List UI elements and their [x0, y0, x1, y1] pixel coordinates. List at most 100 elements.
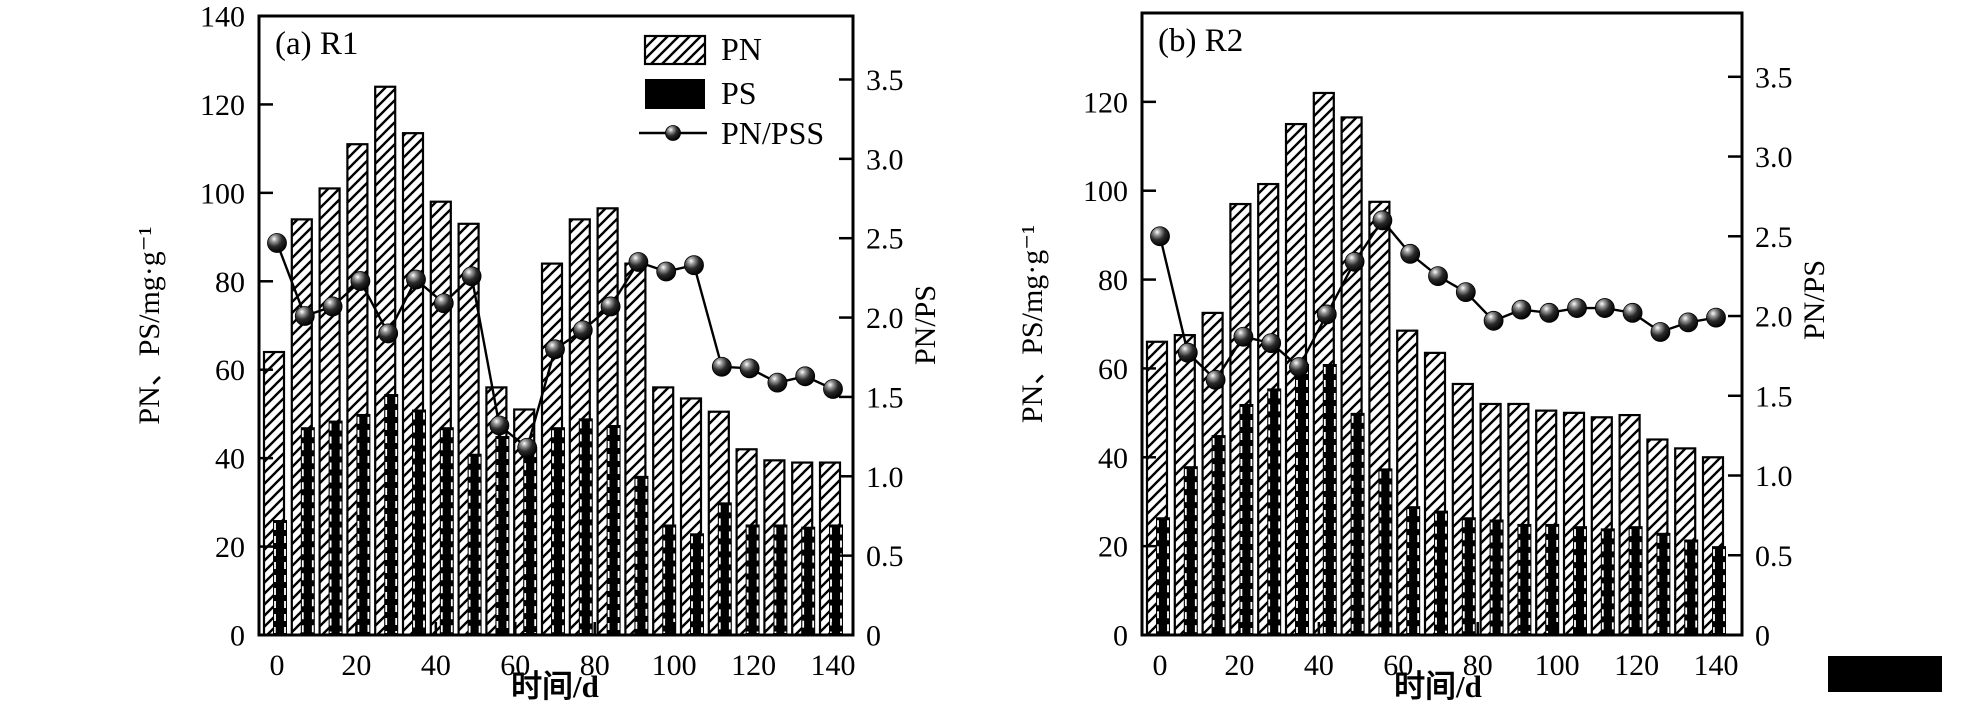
- black-redaction-block: [1828, 656, 1942, 692]
- pnps-marker: [711, 356, 732, 377]
- bars-group: [1145, 91, 1726, 637]
- y-axis-label-left: PN、PS/mg·g⁻¹: [133, 226, 166, 424]
- ps-bar: [356, 413, 371, 635]
- pnps-marker: [767, 372, 788, 393]
- ps-bar: [1239, 403, 1254, 635]
- ps-bar: [1489, 519, 1504, 635]
- ps-bar: [328, 420, 343, 635]
- right-axis: 0 0.5 1.0 1.5 2.0 2.5 3.0 3.5: [1728, 61, 1793, 653]
- pnps-marker: [433, 293, 454, 314]
- ps-bar: [467, 453, 482, 635]
- pnps-marker: [823, 379, 843, 399]
- ps-bar: [773, 524, 788, 635]
- ps-bar: [1378, 468, 1393, 635]
- pnps-marker: [1567, 298, 1587, 318]
- left-tick-label: 80: [1098, 264, 1128, 297]
- right-tick-label: 1.0: [866, 461, 904, 494]
- pnps-marker: [1455, 282, 1476, 303]
- left-tick-label: 80: [215, 266, 245, 299]
- ps-bar: [1517, 523, 1532, 635]
- ps-bar: [1461, 517, 1476, 635]
- panel-label: (b) R2: [1158, 23, 1243, 59]
- ps-bar: [1656, 532, 1671, 635]
- right-tick-label: 2.0: [866, 302, 904, 335]
- x-tick-label: 0: [270, 649, 285, 682]
- left-tick-label: 0: [230, 620, 245, 653]
- x-tick-label: 140: [1694, 649, 1739, 682]
- x-tick-label: 60: [1383, 649, 1413, 682]
- right-tick-label: 0: [1755, 620, 1770, 653]
- pnps-marker: [267, 233, 287, 253]
- legend-label-pnpss: PN/PSS: [721, 115, 824, 151]
- pnps-marker: [684, 255, 704, 276]
- pnps-marker: [1316, 304, 1337, 325]
- pnps-marker: [628, 252, 649, 272]
- ps-bar: [300, 427, 315, 635]
- ps-bar: [1211, 435, 1226, 635]
- right-tick-label: 2.5: [866, 223, 904, 256]
- pnps-marker: [656, 261, 677, 282]
- right-tick-label: 3.0: [1755, 141, 1793, 174]
- ps-bar: [1573, 526, 1587, 635]
- pnps-marker: [572, 320, 593, 341]
- pnps-marker: [1344, 251, 1365, 272]
- y-axis-label-left: PN、PS/mg·g⁻¹: [1016, 225, 1049, 423]
- x-tick-label: 80: [580, 649, 610, 682]
- left-tick-label: 40: [1098, 442, 1128, 475]
- y-axis-label-right: PN/PS: [1798, 260, 1831, 340]
- x-tick-label: 20: [341, 649, 371, 682]
- pnps-marker: [1372, 210, 1393, 231]
- x-tick-label: 60: [500, 649, 530, 682]
- legend-label-pn: PN: [721, 31, 762, 67]
- pnps-marker: [294, 306, 315, 326]
- x-tick-label: 120: [1614, 649, 1659, 682]
- pnps-marker: [1539, 302, 1560, 323]
- pnps-line-group: [1150, 210, 1726, 390]
- legend-swatch-ps: [645, 79, 705, 109]
- ps-bar: [1322, 363, 1337, 635]
- left-tick-label: 0: [1113, 620, 1128, 653]
- right-tick-label: 0.5: [1755, 540, 1793, 573]
- ps-bar: [745, 524, 760, 635]
- pnps-marker: [350, 271, 371, 291]
- bars-group: [262, 85, 843, 637]
- pnps-marker: [1428, 266, 1448, 287]
- panel-r2: 0 20 40 60 80 100 120 0 0.5 1.0 1.5 2.0 2.5 3.0 3.5 0 20…: [1016, 11, 1831, 704]
- legend-label-ps: PS: [721, 75, 757, 111]
- plot-frame: [1140, 11, 1744, 637]
- x-tick-label: 40: [421, 649, 451, 682]
- ps-bar: [1545, 523, 1560, 635]
- legend-marker: [665, 125, 681, 141]
- pnps-line-group: [267, 233, 843, 458]
- right-tick-label: 3.5: [866, 64, 904, 97]
- ps-bar: [829, 524, 843, 635]
- left-tick-label: 120: [200, 89, 245, 122]
- ps-bar: [523, 447, 538, 635]
- right-tick-label: 1.5: [866, 381, 904, 414]
- ps-bar: [662, 524, 677, 635]
- pnps-marker: [1594, 298, 1615, 318]
- pnps-marker: [406, 269, 426, 290]
- x-tick-label: 80: [1463, 649, 1493, 682]
- ps-bar: [412, 409, 426, 635]
- pnps-marker: [1233, 326, 1254, 347]
- left-tick-label: 60: [215, 354, 245, 387]
- right-tick-label: 1.0: [1755, 460, 1793, 493]
- pnps-marker: [1650, 322, 1671, 342]
- ps-bar: [495, 436, 510, 635]
- x-tick-label: 100: [1535, 649, 1580, 682]
- ps-bar: [551, 427, 565, 635]
- pnps-marker: [1678, 312, 1699, 333]
- x-tick-label: 20: [1224, 649, 1254, 682]
- x-axis-label: 时间/d: [1394, 669, 1482, 704]
- ps-bar: [1600, 528, 1615, 635]
- ps-bar: [578, 418, 593, 635]
- x-tick-label: 120: [731, 649, 776, 682]
- ps-bar: [606, 424, 621, 635]
- ps-bar: [1628, 526, 1643, 635]
- x-axis: 0 20 40 60 80 100 120 140: [1153, 622, 1739, 682]
- right-tick-label: 0: [866, 620, 881, 653]
- ps-bar: [1183, 466, 1198, 635]
- pnps-marker: [322, 296, 343, 317]
- right-axis: 0 0.5 1.0 1.5 2.0 2.5 3.0 3.5: [839, 64, 904, 653]
